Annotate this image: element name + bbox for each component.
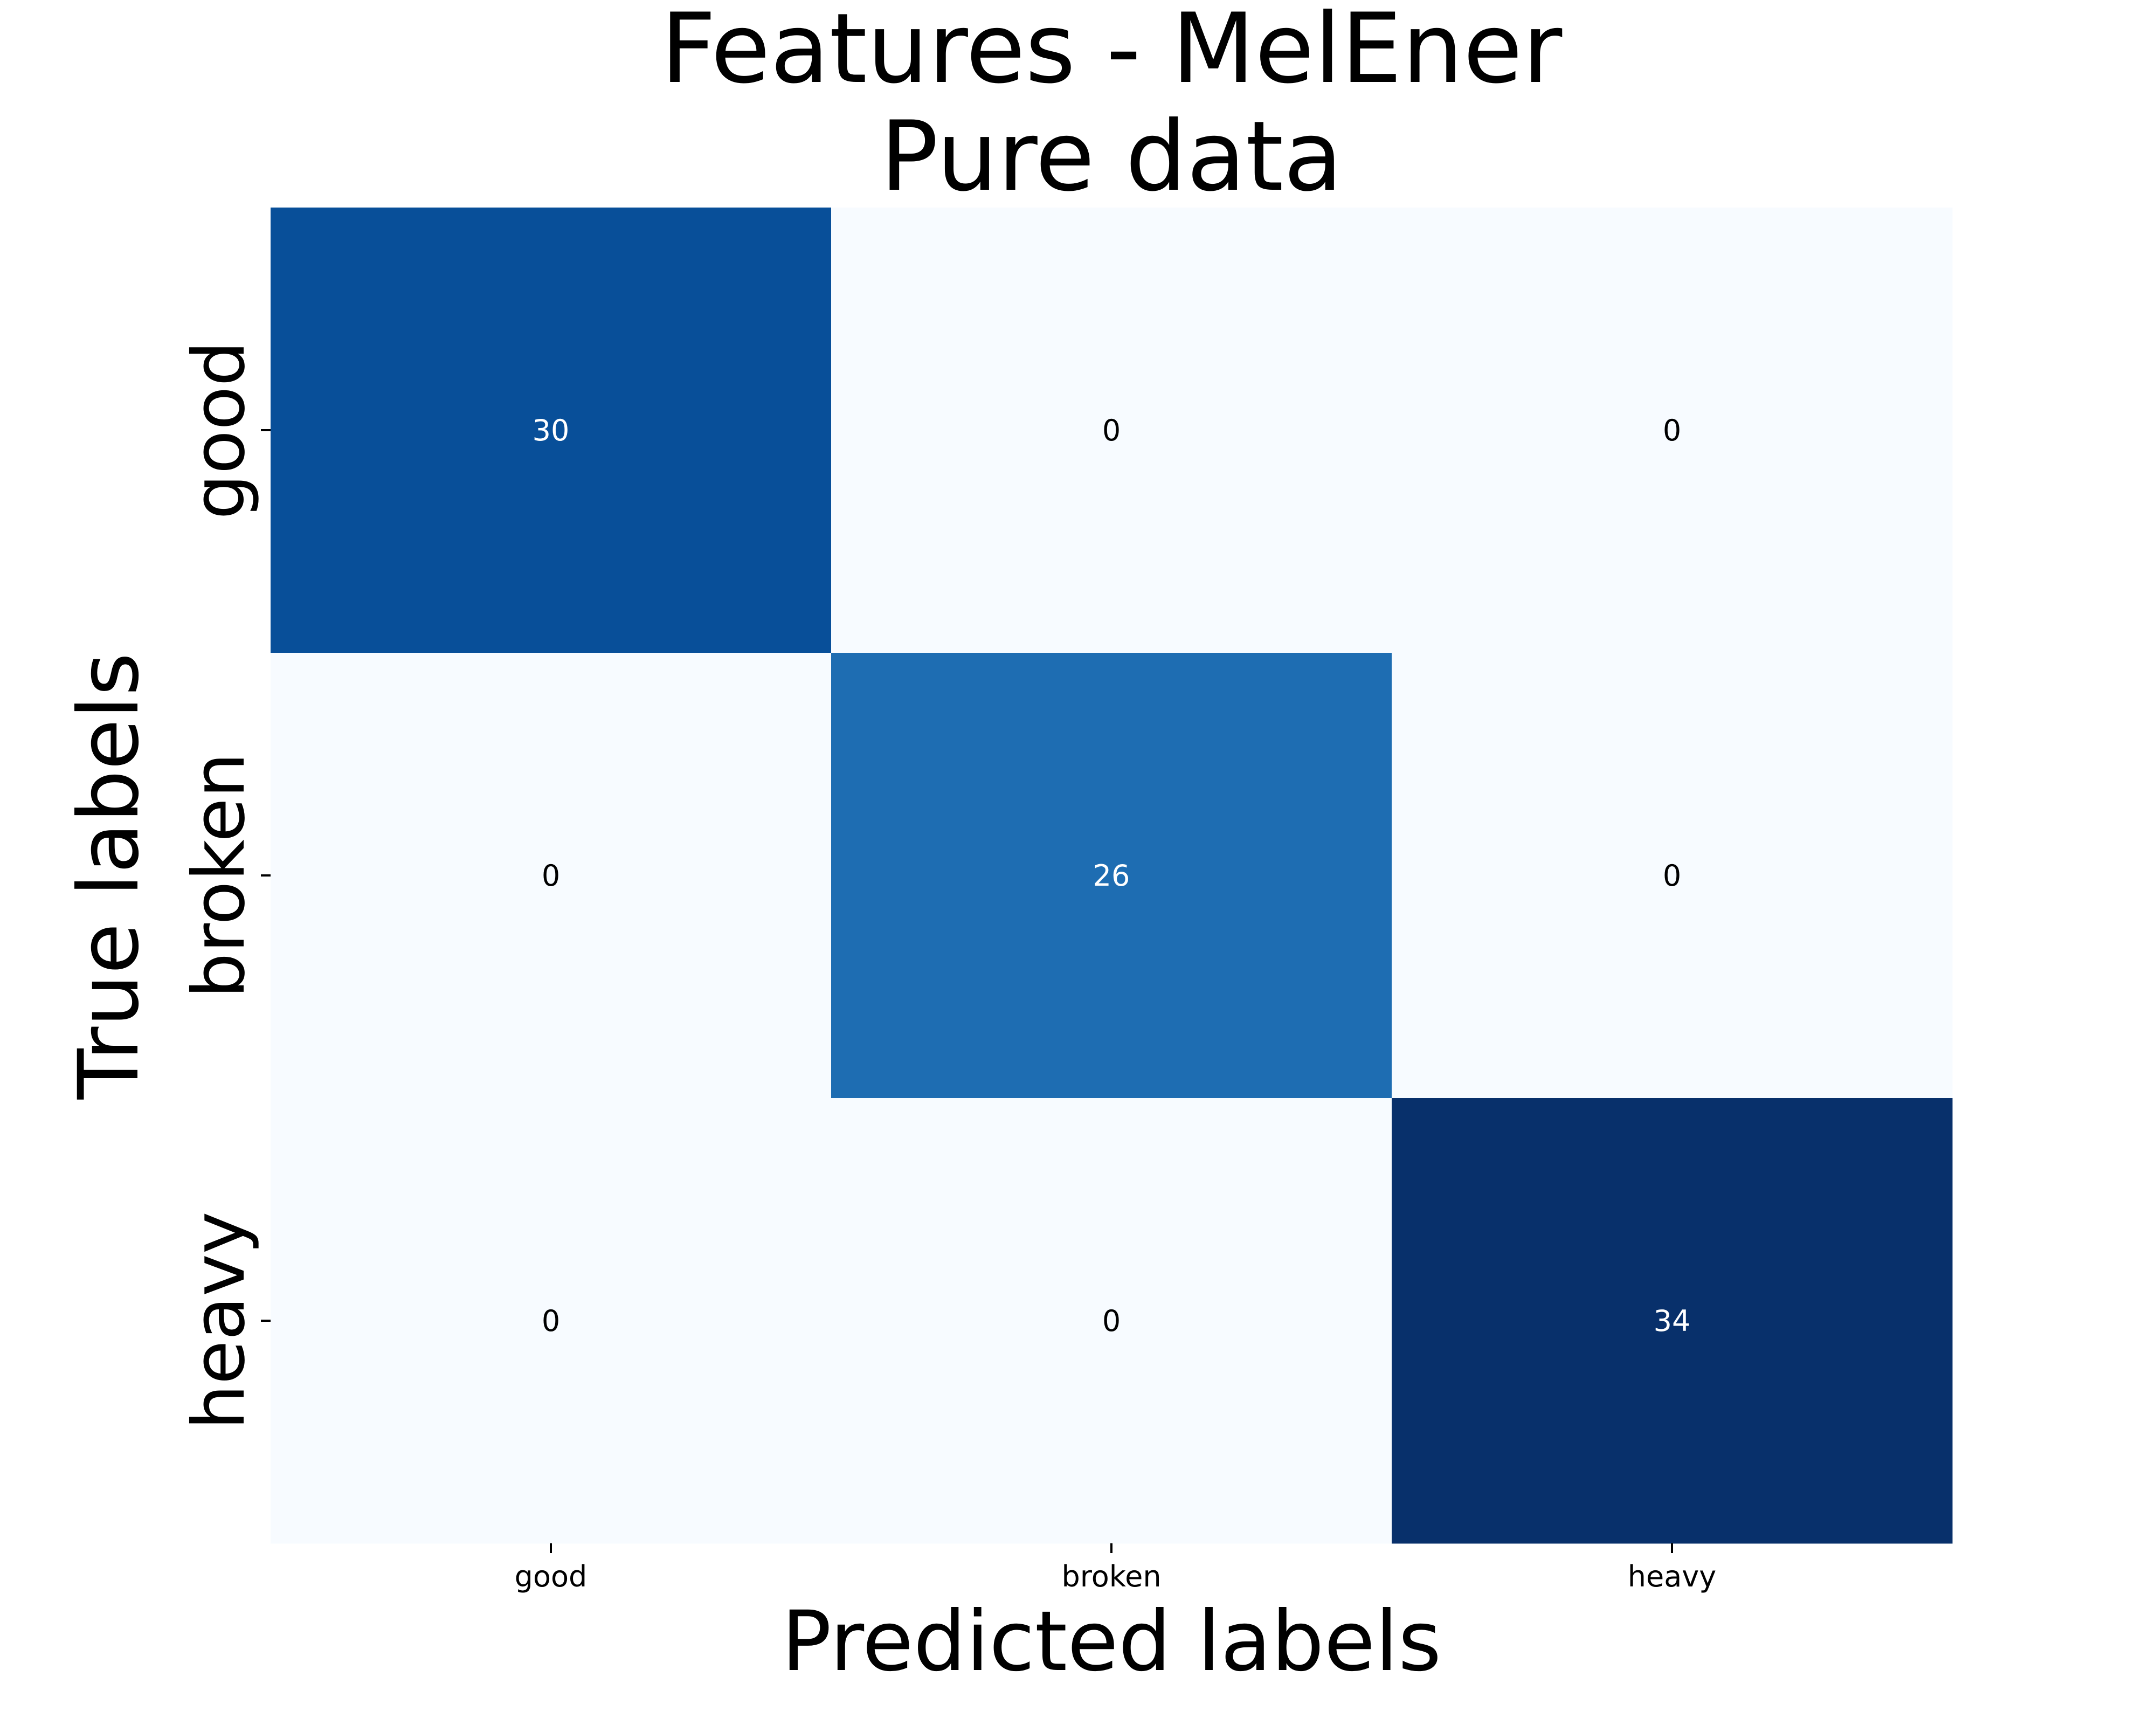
heatmap-cell-broken-heavy: [1392, 653, 1953, 1099]
chart-title-line-1: Features - MelEner: [661, 0, 1563, 105]
heatmap-cell-heavy-good: [271, 1098, 832, 1544]
y-tick-label-heavy: heavy: [178, 1211, 261, 1430]
heatmap-plot-area: 30 0 0 0 26 0 0 0 34 good broken heavy good broken hea…: [178, 208, 1953, 1593]
heatmap-cell-value-broken-broken: 26: [1093, 859, 1130, 893]
heatmap-cell-value-broken-heavy: 0: [1663, 859, 1681, 893]
heatmap-cell-broken-broken: [831, 653, 1392, 1099]
x-axis-label: Predicted labels: [782, 1593, 1442, 1690]
heatmap-cell-value-heavy-good: 0: [542, 1304, 560, 1338]
y-tick-label-good: good: [178, 341, 261, 520]
x-tick-label-good: good: [515, 1560, 588, 1593]
heatmap-cell-broken-good: [271, 653, 832, 1099]
heatmap-cell-heavy-heavy: [1392, 1098, 1953, 1544]
chart-title: Features - MelEner Pure data: [661, 0, 1563, 213]
heatmap-cell-value-good-heavy: 0: [1663, 413, 1681, 447]
heatmap-cell-value-heavy-heavy: 34: [1654, 1304, 1691, 1338]
chart-title-line-2: Pure data: [880, 101, 1343, 213]
y-axis-label: True labels: [61, 653, 157, 1100]
x-tick-label-broken: broken: [1061, 1560, 1161, 1593]
x-tick-label-heavy: heavy: [1628, 1560, 1716, 1593]
heatmap-cell-good-good: [271, 208, 832, 653]
heatmap-cell-value-broken-good: 0: [542, 859, 560, 893]
y-tick-label-broken: broken: [178, 753, 261, 998]
heatmap-cell-value-heavy-broken: 0: [1102, 1304, 1121, 1338]
heatmap-cell-value-good-broken: 0: [1102, 413, 1121, 447]
heatmap-cell-heavy-broken: [831, 1098, 1392, 1544]
heatmap-cell-value-good-good: 30: [533, 413, 570, 447]
heatmap-cell-good-broken: [831, 208, 1392, 653]
heatmap-cell-good-heavy: [1392, 208, 1953, 653]
